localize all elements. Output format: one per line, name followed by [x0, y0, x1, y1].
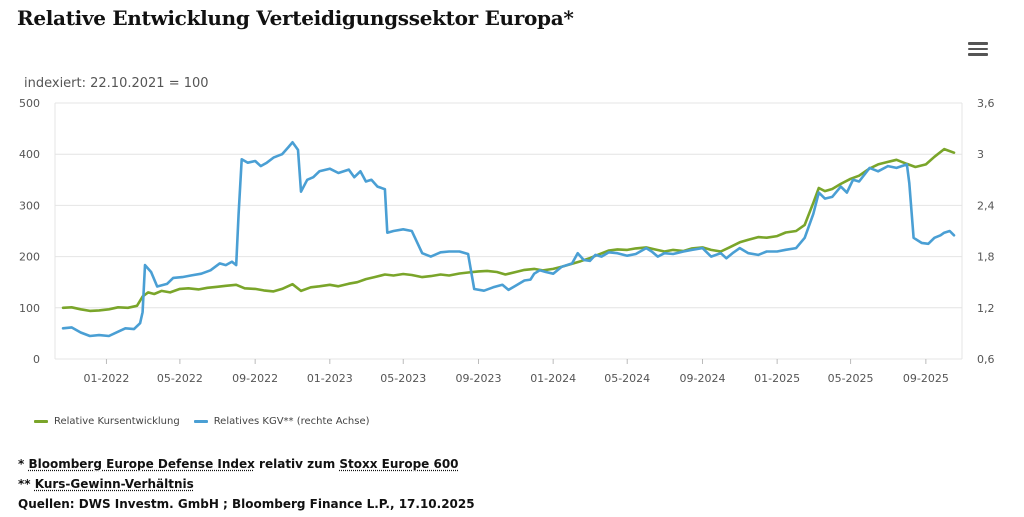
legend-swatch-blue: [193, 420, 208, 423]
left-tick-label: 400: [19, 148, 40, 161]
right-tick-label: 1,8: [977, 251, 995, 264]
x-tick-label: 05-2024: [604, 372, 650, 385]
x-tick-label: 05-2023: [380, 372, 426, 385]
x-tick-label: 09-2022: [232, 372, 278, 385]
x-tick-label: 09-2025: [903, 372, 949, 385]
x-tick-label: 01-2022: [83, 372, 129, 385]
right-tick-label: 0,6: [977, 353, 995, 366]
menu-bar: [968, 53, 988, 56]
footnote-marker: *: [18, 457, 29, 471]
footnote-sources: Quellen: DWS Investm. GmbH ; Bloomberg F…: [18, 494, 475, 514]
footnote-text: relativ zum: [254, 457, 340, 471]
legend-label: Relatives KGV** (rechte Achse): [213, 416, 370, 427]
hamburger-menu-icon[interactable]: [968, 42, 988, 58]
left-tick-label: 100: [19, 302, 40, 315]
grid-lines: [54, 102, 963, 360]
footnotes: * Bloomberg Europe Defense Index relativ…: [18, 454, 475, 514]
x-tick-label: 01-2024: [530, 372, 576, 385]
left-tick-label: 500: [19, 97, 40, 110]
x-tick-label: 09-2023: [456, 372, 502, 385]
footnote-marker: **: [18, 477, 35, 491]
legend-swatch-green: [34, 420, 48, 423]
left-tick-label: 200: [19, 251, 40, 264]
chart-title: Relative Entwicklung Verteidigungssektor…: [17, 6, 574, 30]
legend-label: Relative Kursentwicklung: [54, 416, 180, 427]
left-axis-ticks: 0 100 200 300 400 500: [19, 97, 40, 366]
x-tick-label: 01-2023: [307, 372, 353, 385]
right-tick-label: 2,4: [977, 199, 995, 212]
series-line-kgv: [61, 141, 956, 338]
right-axis-ticks: 0,6 1,2 1,8 2,4 3 3,6: [977, 97, 995, 366]
left-tick-label: 300: [19, 199, 40, 212]
left-tick-label: 0: [33, 353, 40, 366]
x-tick-label: 09-2024: [680, 372, 726, 385]
footnote-link-kgv[interactable]: Kurs-Gewinn-Verhältnis: [34, 477, 194, 491]
legend: Relative Kursentwicklung Relatives KGV**…: [34, 416, 370, 427]
legend-item-kursentwicklung[interactable]: Relative Kursentwicklung: [34, 416, 180, 427]
x-tick-label: 01-2025: [754, 372, 800, 385]
footnote-1: * Bloomberg Europe Defense Index relativ…: [18, 454, 475, 474]
footnote-link-stoxx[interactable]: Stoxx Europe 600: [339, 457, 459, 471]
series-lines: [61, 141, 956, 338]
menu-bar: [968, 47, 988, 50]
chart-subtitle: indexiert: 22.10.2021 = 100: [24, 76, 209, 91]
x-axis-ticks: 01-2022 05-2022 09-2022 01-2023 05-2023 09-20…: [83, 359, 949, 385]
x-tick-label: 05-2025: [828, 372, 874, 385]
menu-bar: [968, 42, 988, 45]
series-line-kursentwicklung: [61, 147, 956, 313]
right-tick-label: 1,2: [977, 302, 995, 315]
right-tick-label: 3: [977, 148, 984, 161]
legend-item-kgv[interactable]: Relatives KGV** (rechte Achse): [193, 416, 370, 427]
x-tick-label: 05-2022: [157, 372, 203, 385]
footnote-2: ** Kurs-Gewinn-Verhältnis: [18, 474, 475, 494]
chart-area: 0 100 200 300 400 500 0,6 1,2 1,8 2,4 3 3,6 01-202…: [19, 97, 995, 385]
right-tick-label: 3,6: [977, 97, 995, 110]
footnote-link-defense-index[interactable]: Bloomberg Europe Defense Index: [28, 457, 255, 471]
sources-text: Quellen: DWS Investm. GmbH ; Bloomberg F…: [18, 497, 475, 511]
